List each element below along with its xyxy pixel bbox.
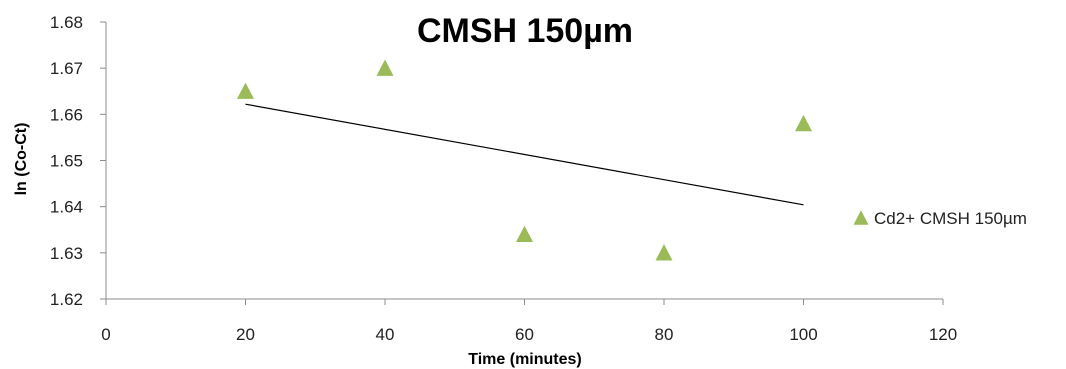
x-tick-labels: 0 20 40 60 80 100 120 xyxy=(101,325,957,344)
x-tick-label: 20 xyxy=(236,325,255,344)
x-tick-label: 40 xyxy=(376,325,395,344)
trendline-group xyxy=(245,103,804,206)
y-axis-label: ln (Co-Ct) xyxy=(13,123,30,196)
data-point-triangle xyxy=(376,59,394,76)
y-tick-label: 1.65 xyxy=(50,152,83,171)
x-tick-label: 100 xyxy=(789,325,817,344)
x-tick-label: 80 xyxy=(655,325,674,344)
legend: Cd2+ CMSH 150µm xyxy=(853,209,1027,228)
y-tick-label: 1.62 xyxy=(50,290,83,309)
data-point-triangle xyxy=(655,244,673,261)
chart-title: CMSH 150µm xyxy=(417,12,633,50)
x-axis-label: Time (minutes) xyxy=(468,351,582,368)
x-tick-label: 120 xyxy=(929,325,957,344)
data-point-triangle xyxy=(237,82,254,99)
y-tick-label: 1.64 xyxy=(50,198,83,217)
y-tick-label: 1.67 xyxy=(50,59,83,78)
trendline xyxy=(245,103,804,206)
x-tick-label: 60 xyxy=(515,325,534,344)
data-point-triangle xyxy=(795,114,812,132)
y-tick-labels: 1.62 1.63 1.64 1.65 1.66 1.67 1.68 xyxy=(50,13,83,309)
data-points xyxy=(237,59,812,261)
y-tick-label: 1.66 xyxy=(50,105,83,124)
y-tick-label: 1.63 xyxy=(50,244,83,263)
data-point-triangle xyxy=(516,225,533,243)
axes xyxy=(100,21,944,305)
y-tick-label: 1.68 xyxy=(50,13,83,32)
legend-label: Cd2+ CMSH 150µm xyxy=(874,209,1027,228)
legend-marker-triangle xyxy=(853,210,869,225)
x-tick-label: 0 xyxy=(101,325,110,344)
